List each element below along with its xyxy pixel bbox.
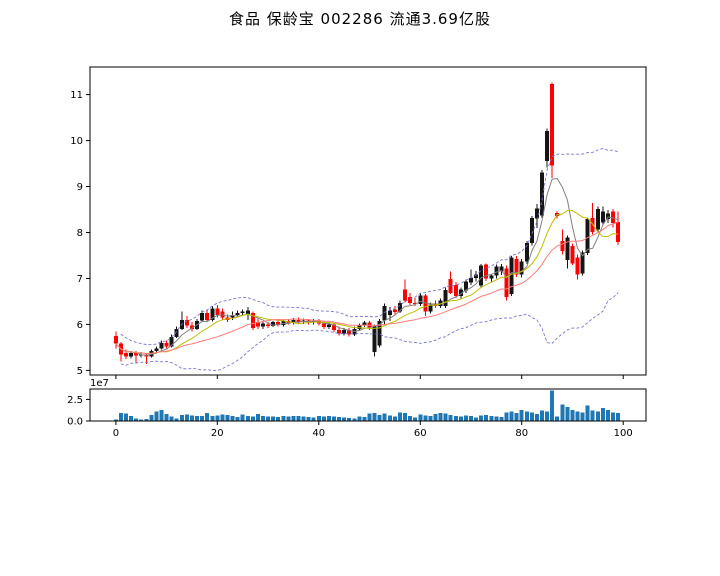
price-ytick-label: 7	[77, 274, 83, 285]
volume-scale-offset-label: 1e7	[90, 378, 109, 389]
candlestick-series	[113, 82, 621, 364]
volume-xtick-label: 80	[515, 428, 528, 439]
price-ytick-label: 8	[77, 228, 83, 239]
price-ytick-label: 6	[77, 320, 83, 331]
bollinger-upper-band	[120, 147, 619, 346]
price-y-ticks: 5 6 7 8 9 10 11	[70, 90, 90, 377]
price-axes	[89, 66, 647, 376]
volume-xtick-label: 40	[312, 428, 325, 439]
volume-scale-offset: 1e7	[90, 378, 109, 389]
volume-x-ticks: 0 20 40 60 80 100	[113, 421, 633, 439]
ma10-line	[115, 209, 619, 354]
volume-axes	[89, 388, 647, 422]
volume-xtick-label: 100	[614, 428, 633, 439]
volume-ytick-label: 0.0	[67, 417, 83, 428]
price-ytick-label: 5	[77, 366, 83, 377]
price-x-ticks	[115, 375, 624, 379]
price-ytick-label: 10	[70, 136, 83, 147]
price-ytick-label: 9	[77, 182, 83, 193]
ma20-line	[115, 221, 619, 354]
volume-ytick-label: 2.5	[67, 395, 83, 406]
bollinger-lower-band	[120, 292, 619, 372]
volume-y-ticks: 0.0 2.5	[67, 395, 90, 428]
volume-xtick-label: 20	[211, 428, 224, 439]
volume-xtick-label: 60	[414, 428, 427, 439]
chart-title: 食品 保龄宝 002286 流通3.69亿股	[229, 10, 491, 28]
price-ytick-label: 11	[70, 90, 83, 101]
volume-bars	[113, 390, 621, 421]
volume-xtick-label: 0	[113, 428, 119, 439]
